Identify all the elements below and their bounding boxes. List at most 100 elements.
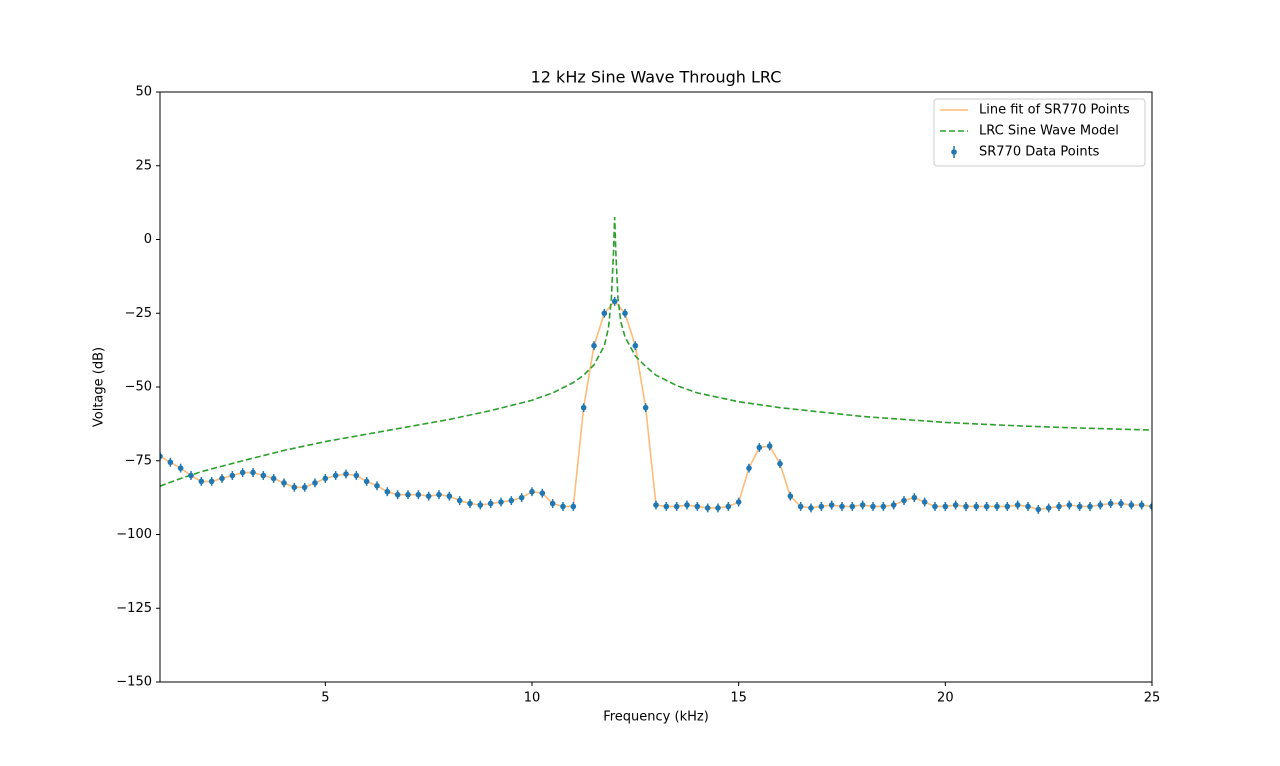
x-axis-label: Frequency (kHz) bbox=[603, 710, 709, 725]
data-point bbox=[942, 503, 949, 510]
data-point bbox=[415, 491, 422, 498]
data-point bbox=[673, 503, 680, 510]
data-point bbox=[787, 493, 794, 499]
data-point bbox=[394, 491, 401, 498]
data-point bbox=[312, 480, 318, 486]
data-point bbox=[921, 499, 928, 505]
data-point bbox=[777, 460, 783, 467]
x-tick-label: 15 bbox=[730, 691, 747, 706]
data-point bbox=[160, 453, 163, 460]
y-tick-label: 50 bbox=[135, 85, 152, 100]
legend-label: Line fit of SR770 Points bbox=[979, 103, 1130, 118]
data-point bbox=[1097, 502, 1104, 508]
data-point bbox=[839, 503, 845, 510]
data-point bbox=[1138, 502, 1145, 508]
data-point bbox=[529, 488, 535, 495]
data-point bbox=[498, 499, 504, 505]
data-point bbox=[1025, 503, 1031, 510]
data-point bbox=[1118, 500, 1124, 507]
data-point bbox=[1128, 502, 1135, 508]
legend-swatch bbox=[951, 149, 957, 155]
data-point bbox=[694, 503, 701, 510]
data-point bbox=[353, 472, 360, 479]
y-tick-label: −125 bbox=[116, 601, 152, 616]
data-point bbox=[1045, 505, 1052, 511]
data-point bbox=[549, 500, 556, 507]
data-point bbox=[219, 475, 225, 482]
data-point bbox=[911, 494, 918, 501]
data-point bbox=[250, 469, 256, 476]
data-point bbox=[208, 478, 215, 485]
data-point bbox=[808, 505, 814, 511]
data-point bbox=[580, 404, 587, 411]
data-point bbox=[281, 480, 287, 486]
data-point bbox=[725, 503, 732, 510]
data-point bbox=[229, 472, 236, 479]
legend-box bbox=[933, 98, 1146, 167]
x-tick-label: 10 bbox=[524, 691, 541, 706]
data-point bbox=[322, 475, 329, 482]
data-point bbox=[1076, 503, 1083, 510]
data-point bbox=[260, 472, 267, 479]
x-tick-label: 20 bbox=[937, 691, 954, 706]
data-point bbox=[890, 502, 897, 508]
data-point bbox=[766, 443, 773, 449]
data-point bbox=[177, 465, 184, 471]
data-point bbox=[880, 503, 887, 510]
data-point bbox=[560, 503, 566, 510]
data-point bbox=[436, 491, 442, 498]
data-point bbox=[859, 502, 866, 508]
y-tick-label: −150 bbox=[116, 675, 152, 690]
data-point bbox=[301, 484, 308, 491]
data-point bbox=[849, 503, 856, 510]
y-tick-label: −25 bbox=[125, 306, 152, 321]
data-point bbox=[332, 472, 339, 479]
data-point bbox=[188, 472, 194, 479]
data-point bbox=[239, 469, 246, 476]
data-point bbox=[167, 459, 174, 466]
series-line bbox=[160, 217, 1152, 487]
data-point bbox=[425, 493, 432, 499]
data-point bbox=[1014, 502, 1021, 508]
data-point bbox=[828, 502, 835, 508]
data-point bbox=[1066, 502, 1073, 508]
data-point bbox=[932, 503, 938, 510]
data-point bbox=[384, 488, 391, 495]
data-point bbox=[756, 444, 763, 451]
data-point bbox=[518, 494, 525, 501]
data-point bbox=[363, 478, 370, 485]
legend-label: LRC Sine Wave Model bbox=[979, 124, 1119, 139]
data-point bbox=[952, 502, 959, 508]
data-point bbox=[601, 310, 608, 317]
data-point bbox=[870, 503, 876, 510]
data-point bbox=[653, 502, 659, 508]
data-point bbox=[611, 298, 618, 305]
data-point bbox=[704, 505, 711, 511]
data-point bbox=[818, 503, 825, 510]
data-point bbox=[684, 502, 690, 508]
data-point bbox=[1004, 503, 1011, 510]
data-point bbox=[963, 503, 969, 510]
series-line bbox=[160, 300, 1152, 511]
data-point bbox=[1035, 506, 1042, 513]
chart-title: 12 kHz Sine Wave Through LRC bbox=[531, 68, 782, 87]
data-point bbox=[508, 497, 515, 504]
x-tick-label: 5 bbox=[321, 691, 329, 706]
data-point bbox=[343, 471, 349, 477]
data-point bbox=[198, 478, 205, 485]
data-point bbox=[973, 503, 980, 510]
data-point bbox=[735, 499, 742, 505]
data-point bbox=[539, 490, 546, 497]
data-point bbox=[1149, 503, 1152, 510]
data-point bbox=[632, 342, 639, 349]
data-point bbox=[456, 497, 463, 504]
x-tick-label: 25 bbox=[1144, 691, 1161, 706]
data-point bbox=[374, 483, 380, 489]
data-point bbox=[477, 502, 484, 508]
data-point bbox=[1087, 503, 1093, 510]
data-point bbox=[663, 503, 670, 510]
data-point bbox=[746, 465, 752, 471]
data-point bbox=[487, 500, 494, 507]
data-point bbox=[901, 497, 907, 504]
